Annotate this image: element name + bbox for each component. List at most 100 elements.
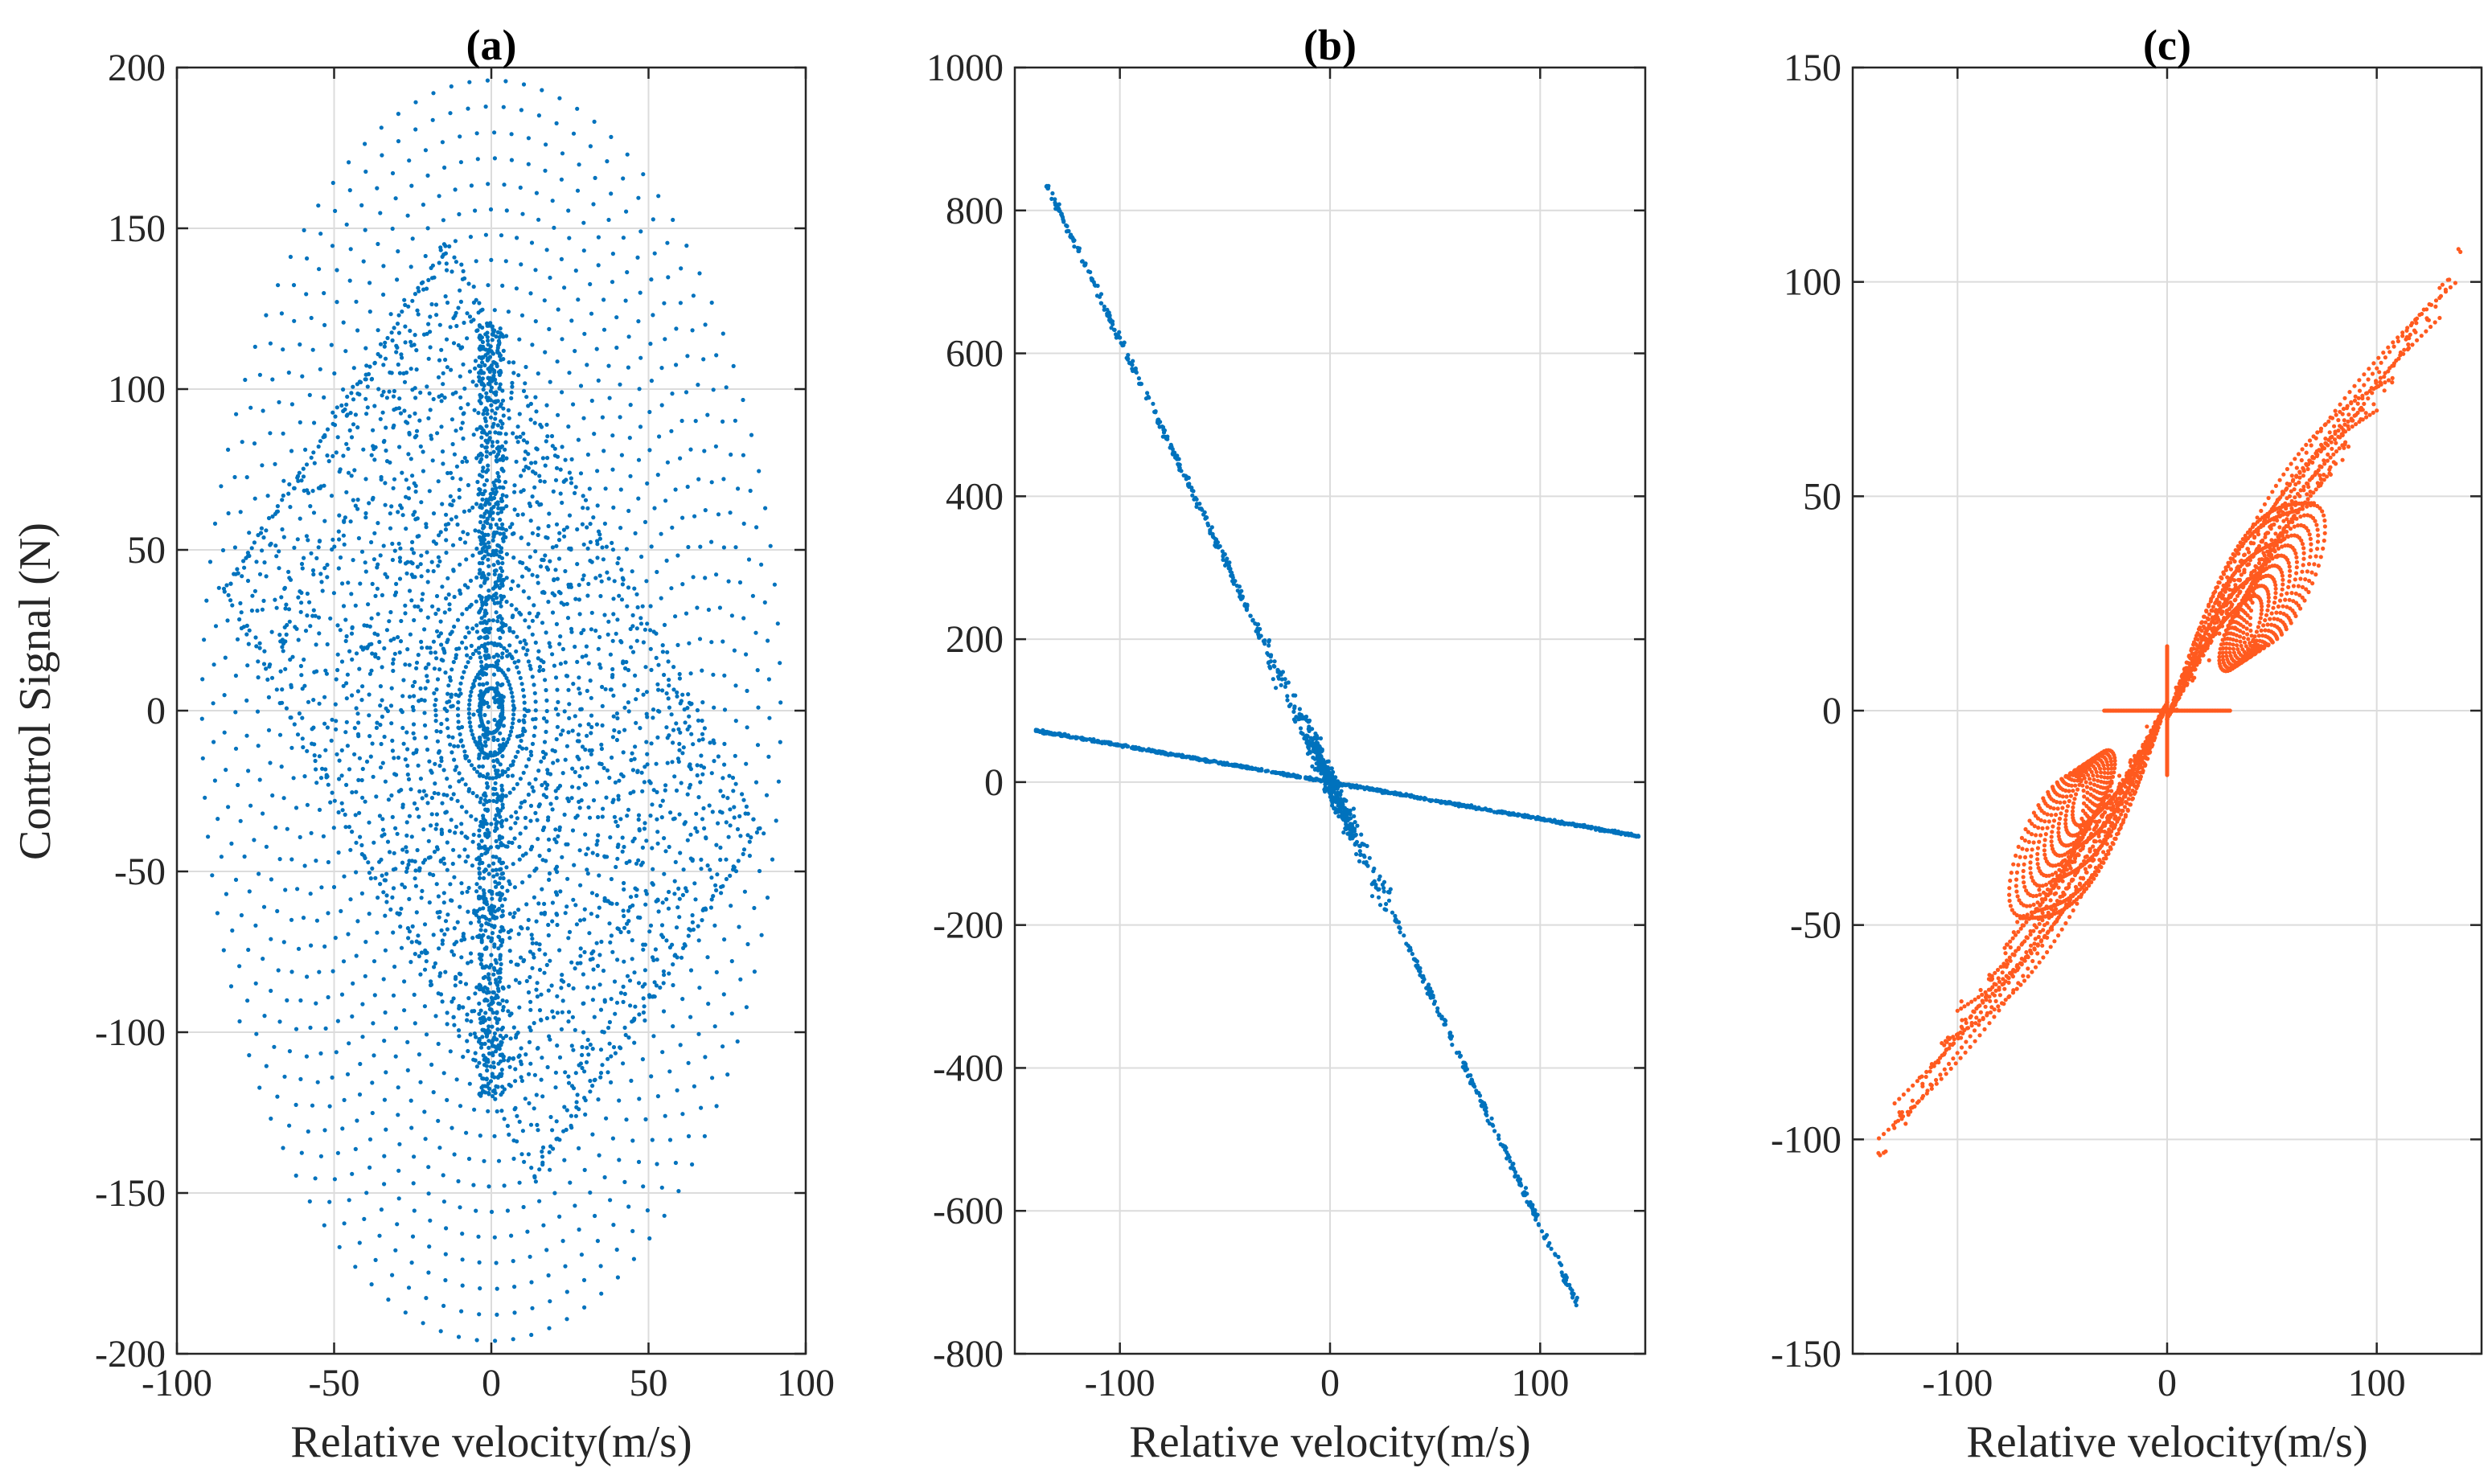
point <box>485 827 490 832</box>
point <box>555 359 560 364</box>
point <box>519 574 525 579</box>
point <box>283 606 288 611</box>
point <box>573 596 578 601</box>
point <box>631 1256 637 1261</box>
point <box>664 897 669 902</box>
point <box>712 1024 717 1029</box>
point <box>284 706 289 711</box>
point <box>379 1207 384 1212</box>
point <box>350 657 355 662</box>
point <box>671 665 676 670</box>
point <box>709 640 714 645</box>
chart-panel-2: -100 0 100-800-600-400-2000200400600800100… <box>926 21 1647 1467</box>
point <box>559 978 564 982</box>
point <box>477 712 482 718</box>
point <box>409 547 414 551</box>
point <box>421 287 426 292</box>
point <box>499 893 504 898</box>
point <box>548 1167 552 1172</box>
point <box>542 740 548 744</box>
point <box>477 636 482 641</box>
point <box>562 709 567 714</box>
point <box>626 508 631 514</box>
point <box>571 1047 576 1052</box>
point <box>384 396 389 400</box>
point <box>521 431 526 436</box>
point <box>413 489 418 494</box>
point <box>585 546 590 551</box>
point <box>396 1113 400 1117</box>
point <box>501 875 506 881</box>
point <box>500 454 506 459</box>
point <box>500 860 506 865</box>
point <box>499 824 504 829</box>
point <box>532 1106 536 1111</box>
point <box>545 771 550 776</box>
point <box>465 1012 470 1017</box>
point <box>253 923 258 928</box>
point <box>311 698 316 703</box>
point <box>663 337 667 342</box>
point <box>490 1024 495 1029</box>
point <box>644 711 649 716</box>
point <box>300 715 305 720</box>
point <box>1357 849 1362 854</box>
point <box>484 847 489 852</box>
point <box>553 478 559 482</box>
point <box>416 285 421 290</box>
point <box>500 560 505 566</box>
point <box>663 783 668 788</box>
point <box>480 560 485 566</box>
point <box>352 726 357 731</box>
point <box>485 440 491 445</box>
point <box>364 363 369 368</box>
point <box>622 887 626 892</box>
point <box>436 1041 441 1047</box>
point <box>459 724 465 730</box>
point <box>479 718 484 724</box>
point <box>508 586 514 592</box>
point <box>496 934 501 939</box>
point <box>490 931 495 936</box>
point <box>526 708 532 713</box>
point <box>445 637 450 642</box>
point <box>500 1008 506 1013</box>
point <box>491 351 496 356</box>
point <box>477 919 482 924</box>
point <box>288 254 293 260</box>
point <box>648 814 653 818</box>
point <box>477 693 482 698</box>
point <box>509 603 514 608</box>
point <box>649 277 654 282</box>
point <box>519 801 524 806</box>
point <box>455 707 461 711</box>
point <box>597 873 601 878</box>
point <box>593 175 597 180</box>
point <box>1480 1100 1484 1105</box>
point <box>395 831 400 836</box>
point <box>308 504 313 509</box>
point <box>337 1244 342 1249</box>
point <box>528 1007 533 1012</box>
point <box>622 1179 627 1184</box>
point <box>548 1037 552 1042</box>
point <box>404 866 410 871</box>
point <box>470 626 475 631</box>
point <box>458 288 462 293</box>
point <box>477 650 482 655</box>
point <box>588 1190 593 1195</box>
point <box>619 568 624 572</box>
point <box>388 907 393 912</box>
point <box>428 1218 433 1223</box>
point <box>495 799 499 805</box>
point <box>686 544 691 550</box>
point <box>490 444 495 449</box>
point <box>476 915 482 920</box>
point <box>292 545 297 551</box>
point <box>674 721 679 726</box>
point <box>647 993 652 998</box>
point <box>381 292 386 297</box>
point <box>667 678 671 683</box>
point <box>546 600 551 605</box>
point <box>598 1047 604 1052</box>
